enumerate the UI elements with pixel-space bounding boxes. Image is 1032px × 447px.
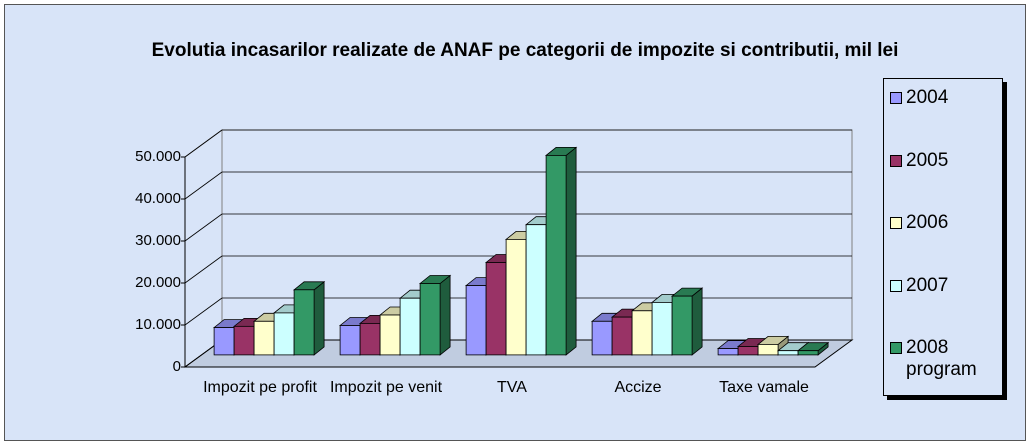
bar-front — [591, 320, 613, 356]
bar — [544, 146, 578, 356]
bar-front — [797, 350, 819, 356]
bar-front — [545, 154, 567, 356]
bar-front — [777, 350, 799, 356]
bar-front — [419, 283, 441, 356]
legend-entry: 2005 — [890, 150, 1000, 172]
bar-front — [253, 320, 275, 356]
bar-front — [465, 285, 487, 356]
bar-side — [313, 280, 325, 356]
grid-line — [184, 255, 223, 284]
bar-front — [525, 224, 547, 356]
grid-line — [184, 171, 223, 200]
bar-front — [717, 348, 739, 356]
legend-label: 2008 program — [906, 337, 977, 380]
grid-line — [184, 213, 223, 242]
bar-front — [505, 238, 527, 356]
legend-swatch — [890, 217, 902, 229]
y-tick-label: 0 — [173, 358, 181, 375]
bar-front — [737, 346, 759, 356]
bar-front — [651, 301, 673, 356]
legend: 2004 2005 2006 2007 2008 program — [883, 78, 1003, 396]
y-tick-label: 10.000 — [135, 316, 181, 333]
legend-label: 2005 — [906, 149, 949, 171]
bar-front — [359, 322, 381, 356]
x-tick-label: Taxe vamale — [719, 379, 809, 396]
bar — [670, 287, 704, 356]
legend-entry: 2004 — [890, 87, 1000, 109]
x-tick-label: Impozit pe profit — [203, 379, 317, 396]
bar — [292, 280, 326, 356]
bar-front — [233, 325, 255, 356]
bar-front — [757, 343, 779, 356]
bar-front — [339, 325, 361, 356]
bar-front — [631, 310, 653, 356]
y-tick-label: 20.000 — [135, 274, 181, 291]
grid-line — [184, 129, 223, 158]
bar-front — [293, 289, 315, 356]
chart-area: Evolutia incasarilor realizate de ANAF p… — [4, 4, 1026, 441]
legend-swatch — [890, 92, 902, 104]
legend-swatch — [890, 279, 902, 292]
legend-label: 2007 — [906, 274, 949, 296]
legend-label: 2006 — [906, 212, 949, 233]
bar-side — [439, 274, 451, 356]
bar-front — [611, 316, 633, 356]
legend-swatch — [890, 342, 902, 354]
legend-entry: 2006 — [890, 212, 1000, 234]
y-tick-label: 30.000 — [135, 232, 181, 249]
bar-front — [273, 312, 295, 356]
legend-label: 2004 — [906, 87, 949, 108]
bar — [418, 274, 452, 356]
grid-line — [184, 297, 223, 326]
bar-side — [691, 287, 703, 356]
x-tick-label: Accize — [614, 379, 662, 396]
bar — [796, 341, 830, 356]
bar-front — [485, 262, 507, 356]
bar-front — [379, 314, 401, 356]
bar-front — [399, 297, 421, 356]
x-tick-label: TVA — [497, 379, 527, 396]
y-tick-label: 40.000 — [135, 190, 181, 207]
bar-front — [213, 327, 235, 356]
x-tick-label: Impozit pe venit — [329, 379, 443, 396]
legend-entry: 2007 — [890, 275, 1000, 297]
bar-side — [565, 146, 577, 356]
legend-swatch — [890, 154, 902, 167]
bar-front — [671, 295, 693, 356]
y-tick-label: 50.000 — [135, 148, 181, 165]
legend-entry: 2008 program — [890, 337, 1000, 381]
chart-title: Evolutia incasarilor realizate de ANAF p… — [151, 40, 899, 61]
